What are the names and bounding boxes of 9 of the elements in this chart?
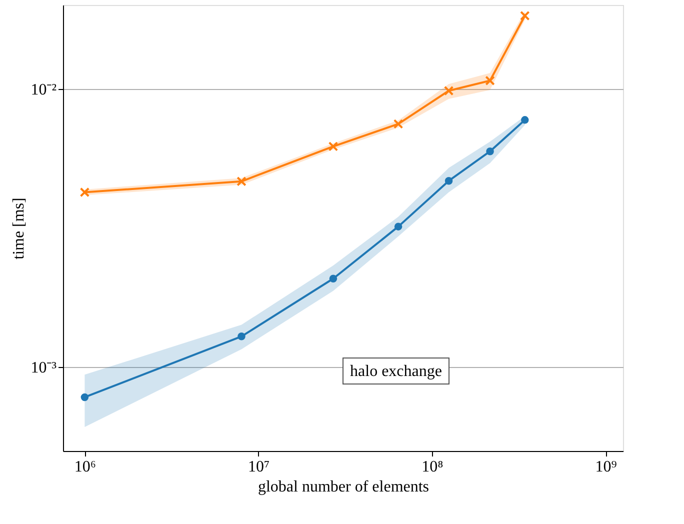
x-tick-label: 10⁹	[595, 458, 618, 476]
y-axis-title: time [ms]	[10, 198, 28, 260]
x-tick-label: 10⁸	[422, 458, 444, 476]
x-tick-label: 10⁷	[248, 458, 270, 476]
y-tick-label: 10⁻²	[30, 81, 57, 98]
x-tick-label: 10⁶	[74, 458, 96, 476]
annotation: halo exchange	[350, 363, 442, 380]
y-tick-label: 10⁻³	[30, 360, 57, 377]
x-axis-title: global number of elements	[258, 478, 430, 496]
